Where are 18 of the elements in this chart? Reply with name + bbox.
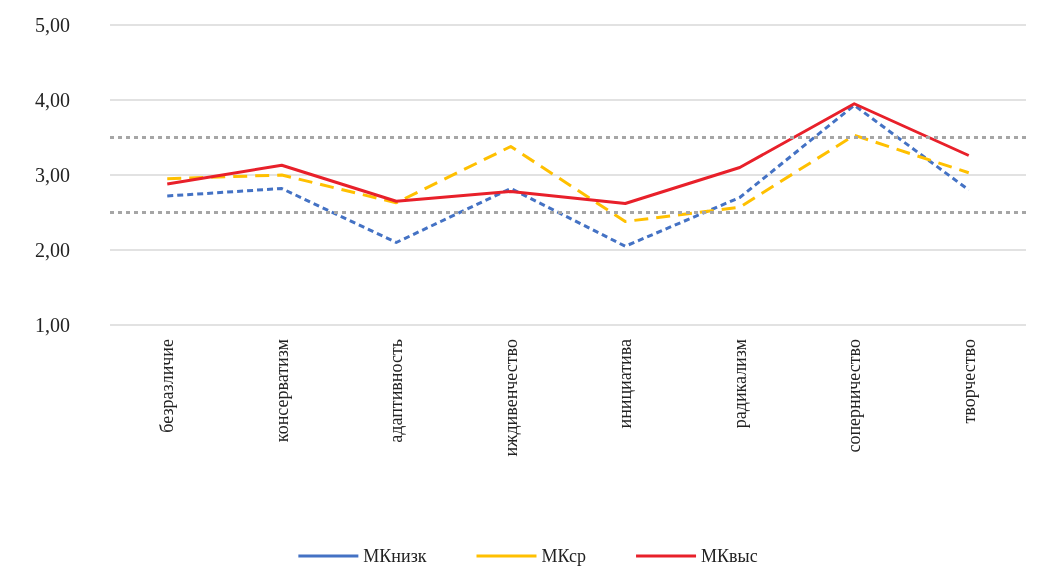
- x-tick-label: радикализм: [729, 339, 750, 429]
- x-tick-label: консерватизм: [271, 339, 292, 443]
- legend-label: МКнизк: [363, 546, 427, 566]
- y-tick-label: 2,00: [35, 239, 70, 261]
- x-tick-label: иждивенчество: [500, 339, 521, 457]
- y-tick-label: 5,00: [35, 14, 70, 36]
- line-series: [165, 133, 971, 223]
- x-tick-label: соперничество: [844, 339, 865, 453]
- y-tick-label: 4,00: [35, 89, 70, 111]
- line-series: [165, 102, 971, 205]
- legend-label: МКср: [541, 546, 587, 566]
- x-tick-label: творчество: [958, 339, 979, 424]
- x-tick-label: адаптивность: [386, 339, 407, 443]
- x-tick-label: инициатива: [615, 338, 636, 429]
- y-tick-label: 1,00: [35, 314, 70, 336]
- x-tick-label: безразличие: [157, 339, 178, 433]
- legend-label: МКвыс: [701, 546, 758, 566]
- y-tick-label: 3,00: [35, 164, 70, 186]
